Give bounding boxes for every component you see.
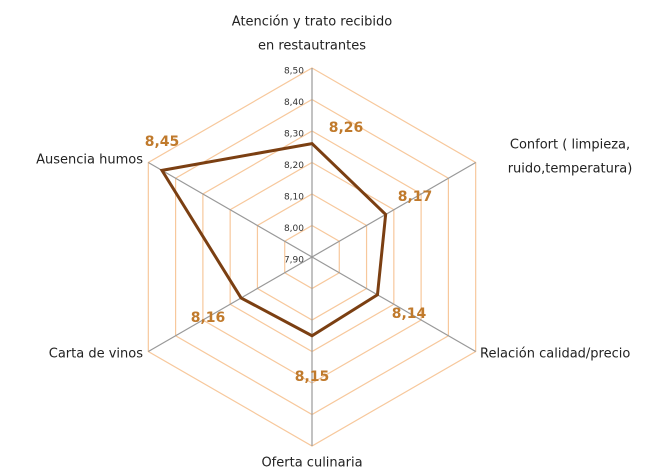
- value-label: 8,16: [191, 310, 226, 326]
- r-tick-label: 8,20: [284, 161, 304, 171]
- axis-spoke: [148, 256, 313, 353]
- r-tick-label: 7,90: [284, 256, 304, 266]
- axis-spoke: [311, 256, 476, 353]
- value-label: 8,45: [145, 134, 180, 150]
- value-label: 8,26: [329, 120, 364, 136]
- data-line: [159, 141, 388, 338]
- category-label: en restautrantes: [258, 39, 366, 54]
- r-tick-label: 8,50: [284, 67, 304, 77]
- value-label: 8,14: [392, 306, 427, 322]
- category-label: Ausencia humos: [36, 153, 143, 168]
- category-label: Relación calidad/precio: [480, 347, 630, 362]
- value-label: 8,15: [295, 369, 330, 385]
- r-tick-label: 8,10: [284, 193, 304, 203]
- r-tick-label: 8,40: [284, 98, 304, 108]
- category-label: ruido,temperatura): [508, 162, 633, 177]
- value-label: 8,17: [398, 189, 433, 205]
- category-label: Carta de vinos: [49, 347, 143, 362]
- axis-spoke: [148, 161, 313, 258]
- category-label: Atención y trato recibido: [232, 15, 392, 30]
- category-label: Confort ( limpieza,: [510, 138, 630, 153]
- axis-spoke: [311, 161, 476, 258]
- r-tick-label: 8,30: [284, 130, 304, 140]
- category-label: Oferta culinaria: [261, 456, 362, 471]
- r-tick-label: 8,00: [284, 224, 304, 234]
